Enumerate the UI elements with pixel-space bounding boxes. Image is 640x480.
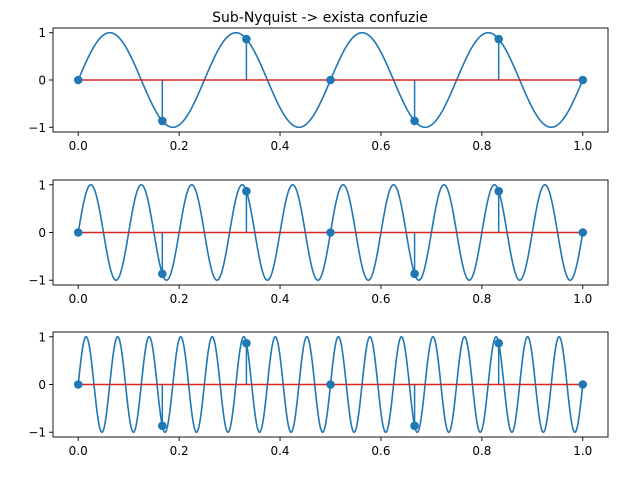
x-tick-label: 0.6 <box>371 444 390 458</box>
sample-marker <box>242 34 251 44</box>
sample-marker <box>73 228 83 237</box>
sample-marker <box>158 421 167 431</box>
x-tick-label: 0.8 <box>472 139 491 153</box>
y-tick-label: 1 <box>38 178 46 192</box>
x-tick-label: 0.0 <box>69 139 88 153</box>
sample-marker <box>578 228 588 237</box>
x-tick-label: 0.2 <box>170 444 189 458</box>
x-tick-label: 1.0 <box>573 139 592 153</box>
sample-marker <box>326 75 335 85</box>
y-tick-label: −1 <box>28 121 46 135</box>
y-tick-label: 0 <box>38 74 46 88</box>
y-tick-label: −1 <box>28 274 46 288</box>
sample-marker <box>242 338 251 348</box>
x-tick-label: 1.0 <box>573 444 592 458</box>
sample-marker <box>410 269 419 279</box>
x-tick-label: 0.4 <box>270 444 289 458</box>
sample-marker <box>410 421 419 431</box>
sample-marker <box>494 186 503 196</box>
x-tick-label: 0.0 <box>69 444 88 458</box>
x-tick-label: 0.8 <box>472 444 491 458</box>
sample-marker <box>410 116 419 126</box>
x-tick-label: 0.4 <box>270 139 289 153</box>
sample-marker <box>73 75 83 85</box>
y-tick-label: −1 <box>28 426 46 440</box>
subplot-3: 0.0 0.2 0.4 0.6 0.8 1.0 −1 0 1 <box>28 330 609 458</box>
x-tick-label: 0.4 <box>270 292 289 306</box>
x-tick-label: 0.2 <box>170 139 189 153</box>
x-tick-label: 0.6 <box>371 139 390 153</box>
y-tick-label: 1 <box>38 330 46 344</box>
y-tick-label: 0 <box>38 226 46 240</box>
sample-marker <box>494 34 503 44</box>
x-tick-label: 1.0 <box>573 292 592 306</box>
sample-marker <box>158 116 167 126</box>
y-tick-label: 1 <box>38 26 46 40</box>
x-tick-label: 0.0 <box>69 292 88 306</box>
sample-marker <box>578 75 588 85</box>
subplots-group: 0.0 0.2 0.4 0.6 0.8 1.0 −1 0 1 0.0 0.2 0.4 0.6 0.8 1.0… <box>28 26 609 458</box>
x-tick-label: 0.8 <box>472 292 491 306</box>
subplot-2: 0.0 0.2 0.4 0.6 0.8 1.0 −1 0 1 <box>28 178 609 306</box>
sample-marker <box>326 380 335 389</box>
x-tick-label: 0.2 <box>170 292 189 306</box>
sample-marker <box>73 380 83 389</box>
y-tick-label: 0 <box>38 378 46 392</box>
subplot-1: 0.0 0.2 0.4 0.6 0.8 1.0 −1 0 1 <box>28 26 609 153</box>
sample-marker <box>242 186 251 196</box>
x-tick-label: 0.6 <box>371 292 390 306</box>
sample-marker <box>158 269 167 279</box>
sample-marker <box>326 228 335 237</box>
sample-marker <box>494 338 503 348</box>
figure-title: Sub-Nyquist -> exista confuzie <box>212 10 428 26</box>
sample-marker <box>578 380 588 389</box>
